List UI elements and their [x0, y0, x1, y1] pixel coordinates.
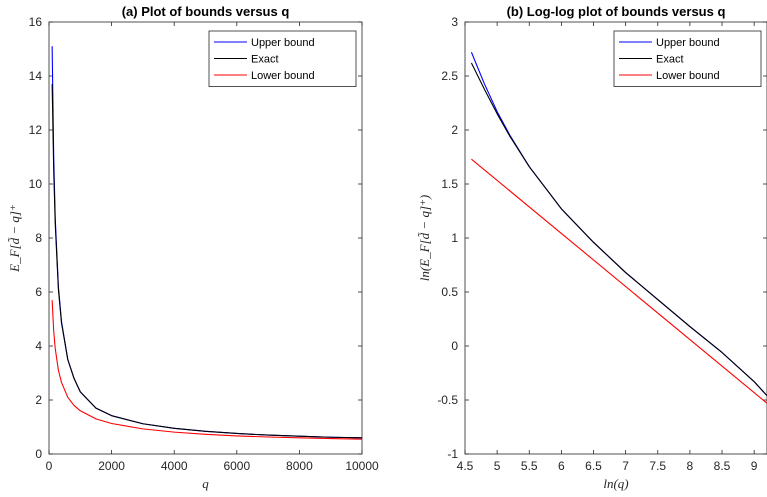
legend-label: Upper bound	[251, 37, 315, 49]
legend-label: Exact	[656, 54, 684, 66]
x-tick-label: 9	[751, 459, 758, 473]
y-tick-label: 1.5	[441, 177, 458, 191]
y-tick-label: 6	[35, 285, 42, 299]
x-tick-label: 5	[494, 459, 501, 473]
y-tick-label: 14	[29, 69, 43, 83]
x-tick-label: 4.5	[457, 459, 474, 473]
y-tick-label: 1	[451, 231, 458, 245]
x-tick-label: 8.5	[714, 459, 731, 473]
y-tick-label: 12	[29, 123, 43, 137]
y-tick-label: -0.5	[437, 393, 458, 407]
x-tick-label: 7	[622, 459, 629, 473]
y-axis-label: ln(E_F[d̃ − q]⁺)	[417, 195, 432, 281]
y-tick-label: 2	[35, 393, 42, 407]
y-tick-label: 4	[35, 339, 42, 353]
legend: Upper bound Exact Lower bound	[613, 30, 762, 87]
x-tick-label: 8	[687, 459, 694, 473]
y-tick-label: 8	[35, 231, 42, 245]
chart-0: 0 2000 4000 6000 8000 10000 0 2 4 6 8 10 12 14 16 (a) P…	[7, 4, 379, 491]
series-line-exact	[51, 84, 362, 439]
x-tick-label: 10000	[345, 459, 379, 473]
x-axis-label: q	[202, 476, 209, 491]
legend-label: Lower bound	[251, 70, 315, 82]
x-axis-label: ln(q)	[603, 476, 628, 491]
chart-1: 4.5 5 5.5 6 6.5 7 7.5 8 8.5 9 -1 -0.5 0 0.5 1 1.5 2 2.5 3 (…	[417, 4, 767, 491]
y-axis-label: E_F[d̃ − q]⁺	[7, 204, 22, 273]
x-tick-label: 0	[46, 459, 53, 473]
series-line-exact	[470, 62, 767, 397]
x-tick-label: 7.5	[649, 459, 666, 473]
x-tick-label: 5.5	[521, 459, 538, 473]
legend-label: Lower bound	[656, 70, 720, 82]
chart-title: (b) Log-log plot of bounds versus q	[507, 4, 726, 19]
y-tick-label: 0.5	[441, 285, 458, 299]
legend-label: Upper bound	[656, 37, 720, 49]
y-tick-label: 3	[451, 15, 458, 29]
x-tick-label: 6000	[223, 459, 250, 473]
x-tick-label: 4000	[161, 459, 188, 473]
series-line-upper-bound	[470, 52, 767, 397]
y-tick-label: 16	[29, 15, 43, 29]
y-tick-label: 10	[29, 177, 43, 191]
y-tick-label: 2	[451, 123, 458, 137]
series-line-lower-bound	[51, 300, 362, 440]
chart-title: (a) Plot of bounds versus q	[122, 4, 290, 19]
y-tick-label: 0	[451, 339, 458, 353]
x-tick-label: 8000	[286, 459, 313, 473]
x-tick-label: 6.5	[585, 459, 602, 473]
legend: Upper bound Exact Lower bound	[208, 30, 357, 87]
x-tick-label: 6	[558, 459, 565, 473]
series-line-lower-bound	[471, 158, 767, 404]
y-tick-label: 0	[35, 447, 42, 461]
y-tick-label: -1	[447, 447, 458, 461]
x-tick-label: 2000	[98, 459, 125, 473]
series-line-upper-bound	[51, 46, 362, 439]
y-tick-label: 2.5	[441, 69, 458, 83]
legend-label: Exact	[251, 54, 279, 66]
